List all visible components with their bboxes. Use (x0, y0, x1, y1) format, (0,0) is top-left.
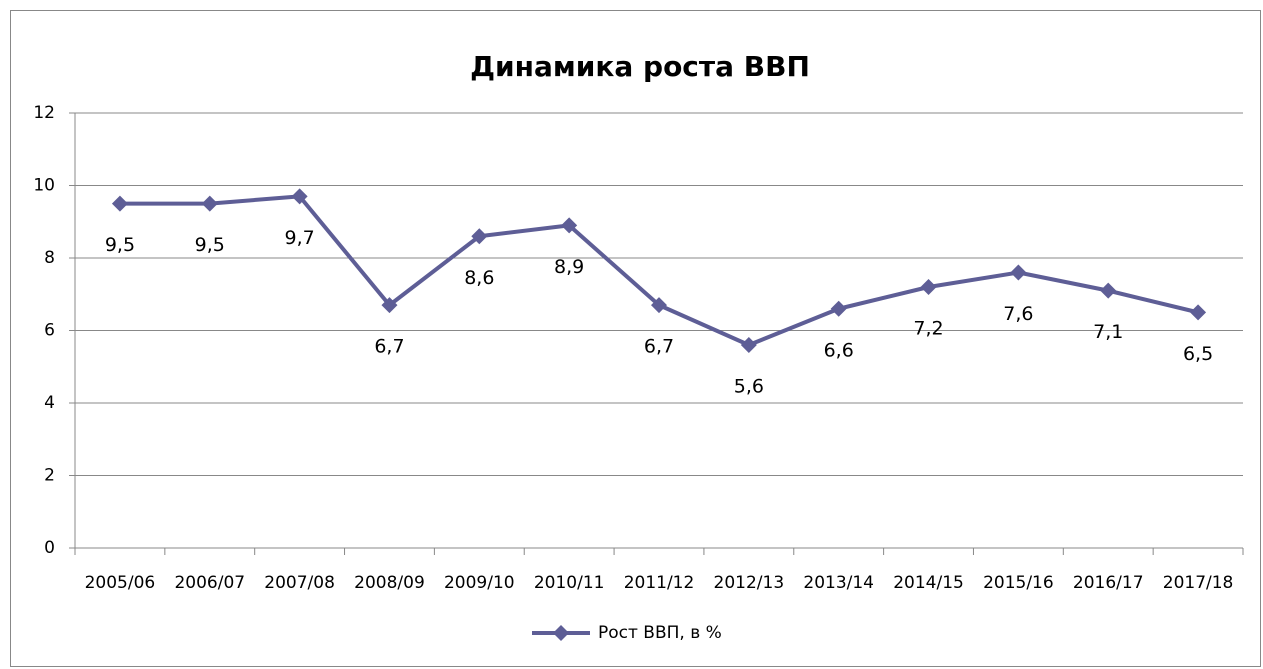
x-tick-label: 2014/15 (893, 573, 964, 593)
data-label: 9,7 (285, 227, 315, 249)
x-tick-label: 2009/10 (444, 573, 515, 593)
chart-frame (10, 10, 1261, 667)
data-label: 6,6 (824, 339, 854, 361)
data-marker (1010, 264, 1027, 281)
data-marker (740, 337, 757, 353)
x-tick-label: 2017/18 (1163, 573, 1234, 593)
data-marker (201, 195, 218, 212)
data-label: 5,6 (734, 376, 764, 398)
x-tick-label: 2006/07 (174, 573, 245, 593)
data-label: 6,7 (374, 336, 404, 358)
data-marker (920, 279, 937, 295)
data-label: 7,2 (913, 318, 943, 340)
y-tick-label: 2 (44, 466, 55, 486)
x-tick-label: 2016/17 (1073, 573, 1144, 593)
y-tick-label: 4 (44, 393, 55, 413)
legend-label: Рост ВВП, в % (598, 623, 722, 643)
chart-title: Динамика роста ВВП (470, 50, 810, 83)
x-tick-label: 2007/08 (264, 573, 335, 593)
x-tick-label: 2011/12 (624, 573, 695, 593)
x-tick-label: 2005/06 (85, 573, 156, 593)
x-tick-label: 2013/14 (803, 573, 874, 593)
data-marker (651, 297, 667, 314)
y-tick-label: 10 (33, 176, 55, 196)
data-label: 6,5 (1183, 343, 1213, 365)
data-label: 8,9 (554, 256, 584, 278)
data-label: 9,5 (195, 234, 225, 256)
legend-marker (553, 625, 569, 641)
y-tick-label: 6 (44, 321, 55, 341)
data-label: 8,6 (464, 267, 494, 289)
data-label: 9,5 (105, 234, 135, 256)
data-label: 7,1 (1093, 321, 1123, 343)
data-marker (471, 228, 488, 245)
data-marker (291, 188, 308, 205)
y-tick-label: 8 (44, 248, 55, 268)
data-marker (561, 217, 578, 234)
data-marker (1190, 304, 1207, 321)
data-label: 7,6 (1003, 303, 1033, 325)
x-tick-label: 2015/16 (983, 573, 1054, 593)
y-tick-label: 0 (44, 538, 55, 558)
x-tick-label: 2008/09 (354, 573, 425, 593)
data-marker (1100, 282, 1117, 299)
data-marker (111, 195, 128, 212)
y-tick-label: 12 (33, 103, 55, 123)
x-tick-label: 2012/13 (714, 573, 785, 593)
data-label: 6,7 (644, 336, 674, 358)
x-tick-label: 2010/11 (534, 573, 605, 593)
data-marker (381, 297, 398, 314)
data-marker (830, 300, 847, 317)
